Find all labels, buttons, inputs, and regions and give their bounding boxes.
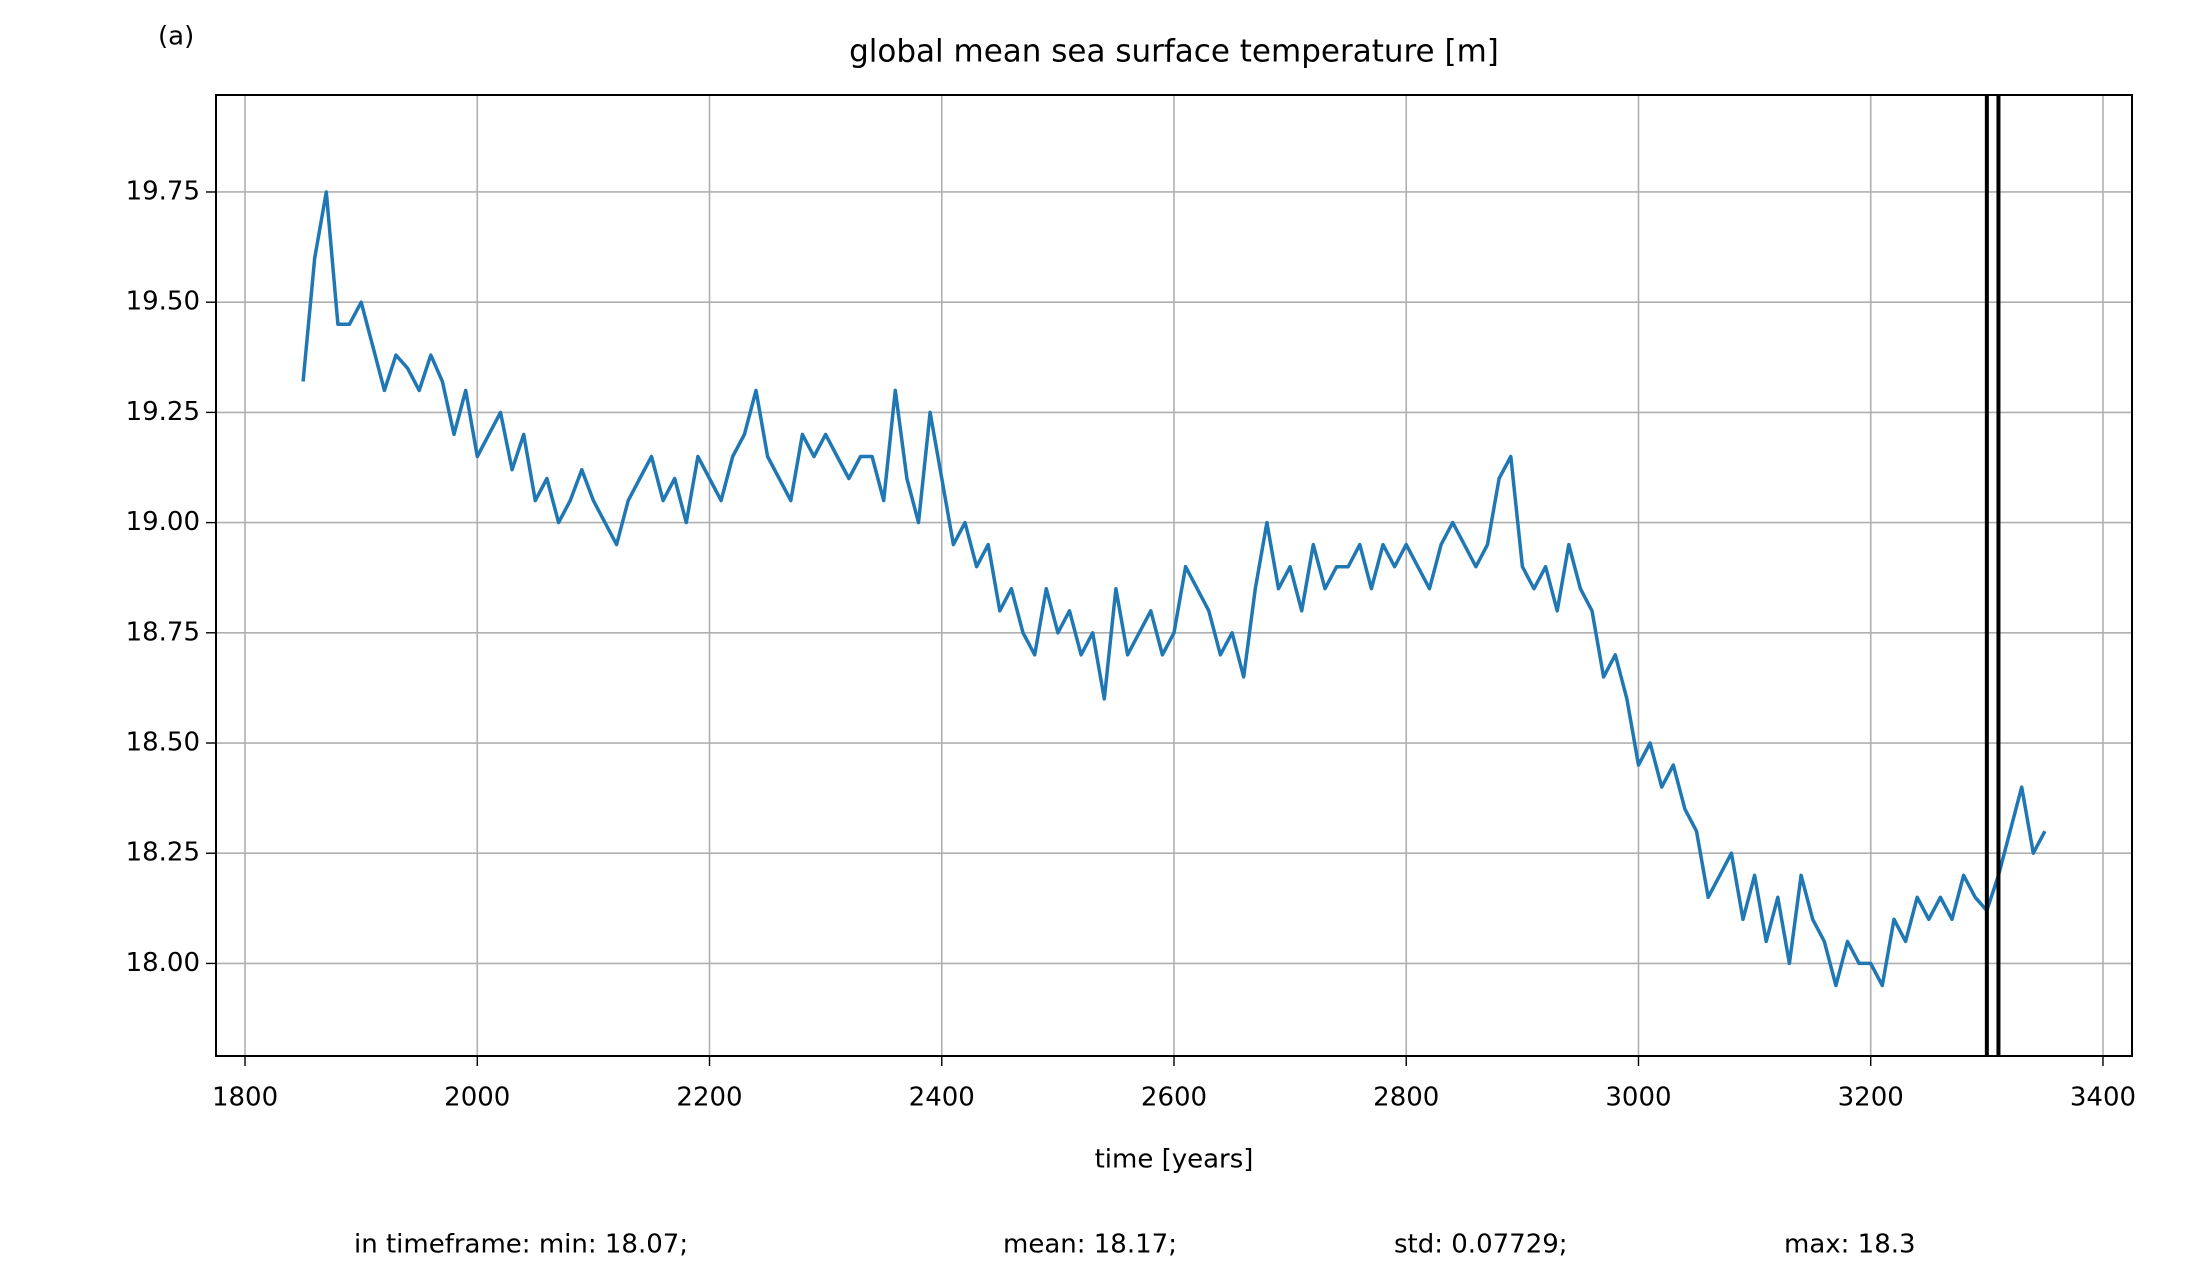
plot-frame [215,94,2133,1057]
y-tick-label: 18.50 [126,728,200,758]
y-tick-label: 19.00 [126,507,200,537]
stat-text: max: 18.3 [1784,1230,1916,1260]
y-tick-label: 19.50 [126,287,200,317]
stat-text: in timeframe: min: 18.07; [354,1230,688,1260]
x-tick-label: 3200 [1838,1083,1904,1113]
panel-label: (a) [158,22,194,52]
x-tick-label: 2400 [909,1083,975,1113]
stat-text: std: 0.07729; [1394,1230,1568,1260]
x-tick-label: 2000 [444,1083,510,1113]
x-axis-label: time [years] [1095,1145,1254,1175]
x-tick-label: 2600 [1141,1083,1207,1113]
stat-text: mean: 18.17; [1003,1230,1177,1260]
x-tick-label: 3000 [1605,1083,1671,1113]
x-tick-label: 2200 [676,1083,742,1113]
y-tick-label: 18.25 [126,838,200,868]
y-tick-label: 18.75 [126,617,200,647]
line-series [301,190,2047,988]
y-tick-label: 19.75 [126,176,200,206]
y-tick-label: 19.25 [126,397,200,427]
x-tick-label: 3400 [2070,1083,2136,1113]
chart-title: global mean sea surface temperature [m] [849,34,1499,70]
y-tick-label: 18.00 [126,948,200,978]
x-tick-label: 1800 [212,1083,278,1113]
x-tick-label: 2800 [1373,1083,1439,1113]
